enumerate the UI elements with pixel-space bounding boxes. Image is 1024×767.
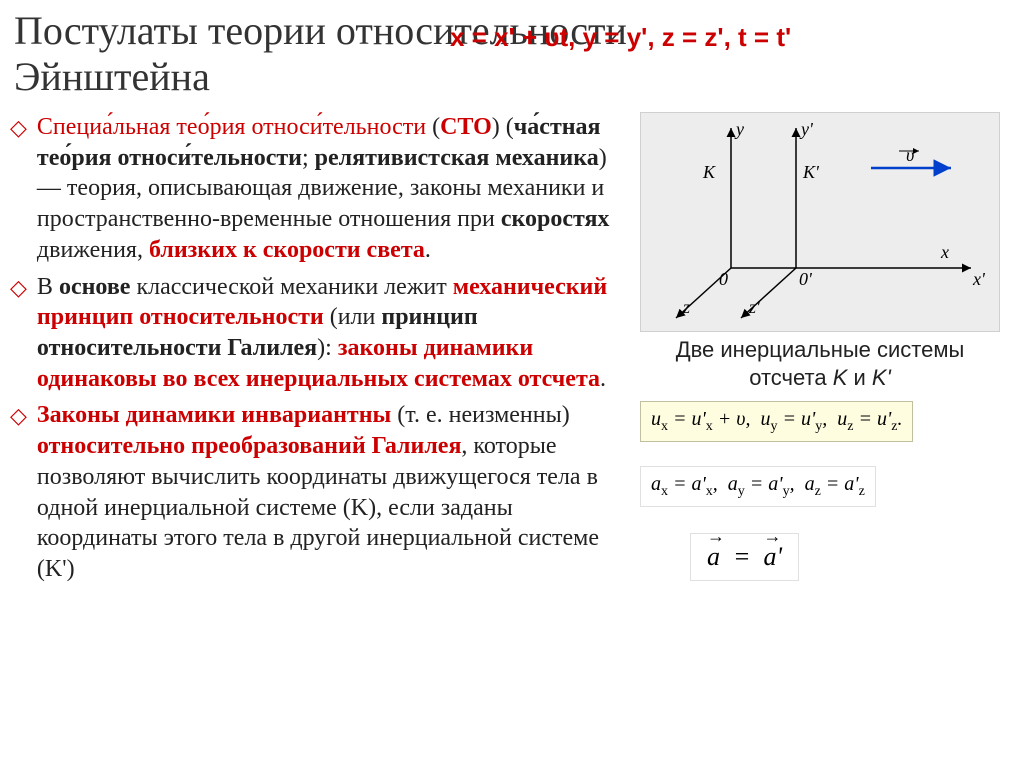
- bullet-text: В основе классической механики лежит мех…: [37, 272, 632, 395]
- diagram-caption: Две инерциальные системы отсчета K и K': [640, 336, 1000, 391]
- bullet-item: ◇Специа́льная тео́рия относи́тельности (…: [10, 112, 632, 266]
- right-column: y y' K K' x x' 0 0' z z' υ Две инерциаль…: [640, 112, 1020, 581]
- bullet-text: Специа́льная тео́рия относи́тельности (С…: [37, 112, 632, 266]
- galilean-transform-formula: x = x' + υt, y = y', z = z', t = t': [450, 22, 791, 53]
- svg-text:x: x: [940, 242, 949, 262]
- bullet-item: ◇Законы динамики инвариантны (т. е. неиз…: [10, 400, 632, 584]
- svg-text:y: y: [734, 119, 744, 139]
- svg-text:z: z: [682, 297, 690, 317]
- reference-frames-diagram: y y' K K' x x' 0 0' z z' υ: [640, 112, 1000, 332]
- coord-systems-svg: y y' K K' x x' 0 0' z z' υ: [641, 113, 999, 331]
- bullet-marker-icon: ◇: [10, 114, 27, 266]
- svg-text:0': 0': [799, 269, 813, 289]
- svg-text:0: 0: [719, 269, 728, 289]
- bullet-marker-icon: ◇: [10, 274, 27, 395]
- bullet-marker-icon: ◇: [10, 402, 27, 584]
- svg-text:υ: υ: [906, 145, 914, 165]
- svg-text:y': y': [799, 119, 814, 139]
- caption-italic: отсчета K и K': [749, 365, 891, 390]
- svg-text:K': K': [802, 162, 820, 182]
- velocity-transform-formula: ux = u'x + υ, uy = u'y, uz = u'z.: [640, 401, 913, 442]
- bullet-item: ◇В основе классической механики лежит ме…: [10, 272, 632, 395]
- bullet-text: Законы динамики инвариантны (т. е. неизм…: [37, 400, 632, 584]
- svg-text:x': x': [972, 269, 986, 289]
- svg-text:z': z': [748, 297, 761, 317]
- svg-text:K: K: [702, 162, 716, 182]
- vector-accel-formula: a = a': [690, 533, 799, 581]
- bullet-list: ◇Специа́льная тео́рия относи́тельности (…: [10, 112, 632, 591]
- accel-transform-formula: ax = a'x, ay = a'y, az = a'z: [640, 466, 876, 507]
